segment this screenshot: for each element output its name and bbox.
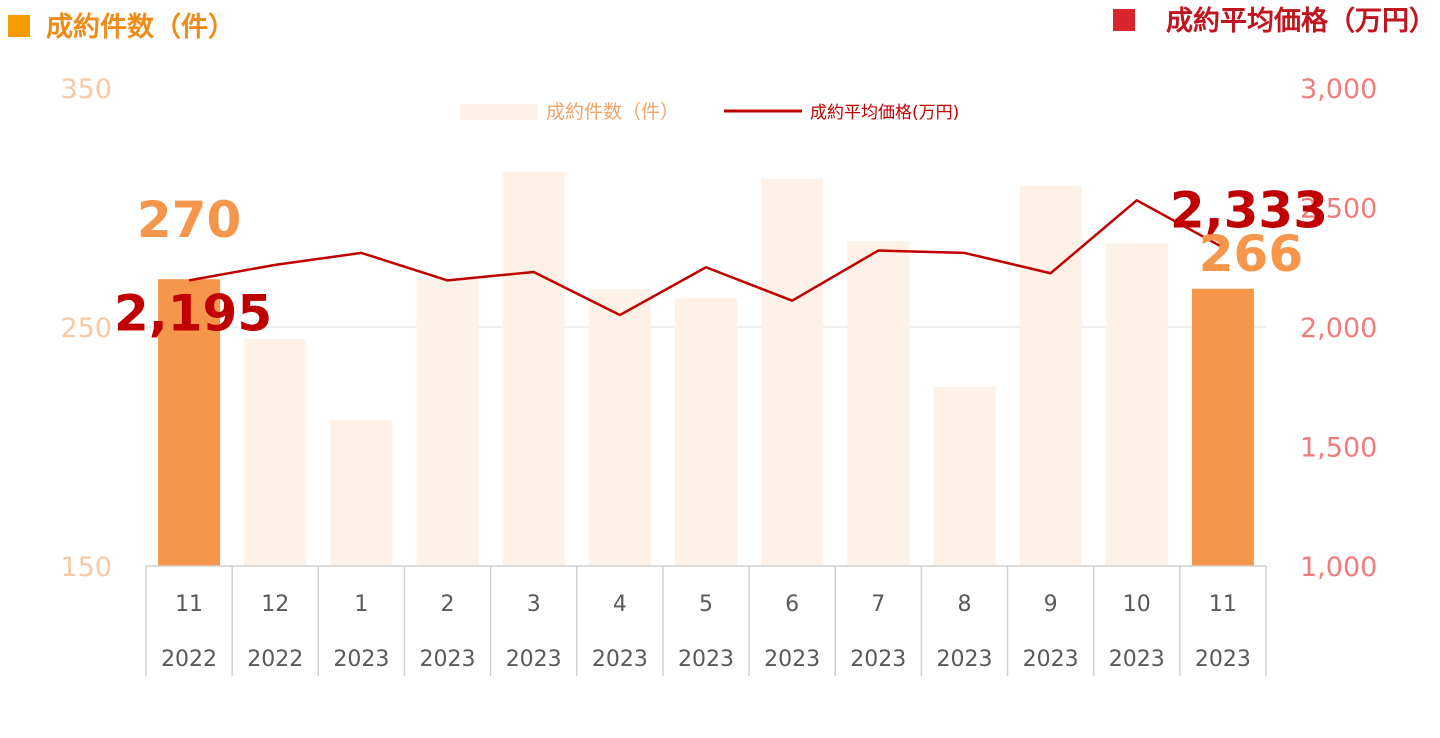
line-series: [188, 199, 1224, 317]
left-tick-1: 250: [60, 313, 112, 344]
category-month-3: 2: [441, 592, 455, 617]
category-month-0: 11: [175, 592, 203, 617]
bar-7: [761, 178, 824, 566]
bar-3: [416, 279, 479, 566]
category-year-0: 2022: [161, 647, 217, 672]
category-year-1: 2022: [247, 647, 303, 672]
category-month-10: 9: [1044, 592, 1058, 617]
bar-8: [847, 240, 910, 566]
category-year-4: 2023: [506, 647, 562, 672]
value-label-0: 270: [137, 191, 241, 249]
bars: [158, 171, 1254, 567]
category-year-8: 2023: [850, 647, 906, 672]
left-tick-0: 150: [60, 552, 112, 583]
bar-10: [1019, 185, 1082, 567]
category-year-11: 2023: [1109, 647, 1165, 672]
bar-5: [588, 288, 651, 566]
category-month-5: 4: [613, 592, 627, 617]
category-month-11: 10: [1123, 592, 1151, 617]
category-year-10: 2023: [1023, 647, 1079, 672]
legend-bar-label: 成約件数（件）: [546, 101, 679, 123]
bar-6: [675, 298, 737, 566]
right-tick-3: 2,500: [1300, 194, 1377, 225]
category-year-12: 2023: [1195, 647, 1251, 672]
category-month-1: 12: [261, 592, 289, 617]
right-tick-0: 1,000: [1300, 552, 1377, 583]
category-month-4: 3: [527, 592, 541, 617]
category-month-2: 1: [354, 592, 368, 617]
category-month-6: 5: [699, 592, 713, 617]
value-label-3: 266: [1199, 225, 1303, 283]
right-tick-4: 3,000: [1300, 74, 1377, 105]
left-axis-title: 成約件数（件）: [46, 11, 235, 43]
right-tick-2: 2,000: [1300, 313, 1377, 344]
category-year-6: 2023: [678, 647, 734, 672]
category-month-7: 6: [785, 592, 799, 617]
value-label-2: 2,333: [1170, 181, 1328, 239]
bar-11: [1105, 243, 1168, 566]
value-label-1: 2,195: [114, 284, 272, 342]
category-year-2: 2023: [333, 647, 389, 672]
price-line: [188, 199, 1224, 317]
category-year-9: 2023: [936, 647, 992, 672]
bar-1: [244, 338, 307, 566]
bar-4: [502, 171, 565, 566]
bar-12: [1191, 288, 1254, 566]
legend-line-label: 成約平均価格(万円): [810, 103, 959, 123]
legend-bar-swatch: [460, 104, 538, 120]
right-tick-1: 1,500: [1300, 433, 1377, 464]
bar-9: [933, 386, 996, 566]
right-title-square: [1113, 9, 1135, 31]
axes: 150 250 350 1,000 1,500 2,000 2,500 3,000: [60, 74, 1377, 583]
left-tick-2: 350: [60, 74, 112, 105]
category-year-7: 2023: [764, 647, 820, 672]
category-month-8: 7: [871, 592, 885, 617]
category-month-9: 8: [957, 592, 971, 617]
category-year-3: 2023: [420, 647, 476, 672]
category-year-5: 2023: [592, 647, 648, 672]
category-month-12: 11: [1209, 592, 1237, 617]
left-title-square: [8, 15, 30, 37]
bar-2: [330, 420, 393, 566]
category-axis: 11 2022 12 2022 1 2023 2 2023 3 2023 4 2023 5 2023 6 20…: [145, 565, 1267, 676]
right-axis-title: 成約平均価格（万円）: [1166, 5, 1436, 37]
bar-0: [158, 279, 221, 566]
